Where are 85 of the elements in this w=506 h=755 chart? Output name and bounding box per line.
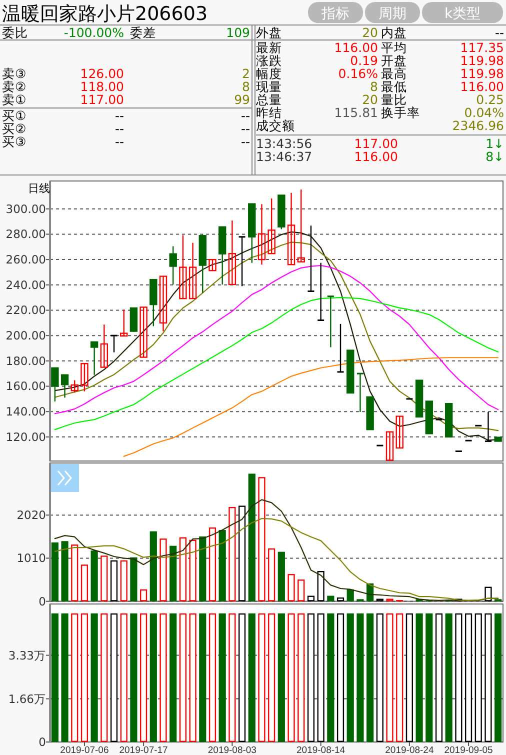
y-tick-label: 240.00 (6, 278, 46, 292)
text: 119.98 (460, 66, 504, 81)
text: 内盘 (381, 25, 407, 40)
text: 8 (370, 79, 378, 94)
text: 2 (242, 66, 250, 81)
text: 买① (2, 108, 26, 123)
text: 117.00 (354, 136, 398, 151)
text: 昨结 (256, 105, 282, 120)
text: 118.00 (80, 79, 124, 94)
text: 开盘 (381, 53, 407, 68)
text: 最高 (381, 66, 407, 81)
text: 0.04% (464, 105, 504, 120)
text: 0.19 (350, 53, 378, 68)
text: 委比 (2, 25, 28, 40)
y-tick-label: 0 (38, 735, 46, 749)
text: 买② (2, 121, 26, 136)
x-tick-label: 2019-08-24 (385, 745, 434, 755)
text: 126.00 (80, 66, 124, 81)
text: -- (240, 121, 250, 136)
text: 总量 (255, 92, 282, 107)
text: 1↓ (486, 136, 504, 151)
text: 99 (234, 92, 250, 107)
text: 换手率 (381, 105, 420, 120)
text: -- (494, 25, 504, 40)
text: 涨跌 (256, 53, 282, 68)
text: 卖③ (2, 66, 26, 81)
text: -- (114, 121, 124, 136)
text: 117.35 (460, 40, 504, 55)
y-tick-label: 1.66万 (8, 692, 46, 706)
text: 最低 (381, 79, 407, 94)
text: 20 (362, 25, 378, 40)
y-tick-label: 120.00 (6, 430, 46, 444)
text: 成交额 (256, 118, 295, 133)
text: 量比 (381, 92, 407, 107)
text: k类型 (444, 6, 481, 22)
text: 现量 (256, 79, 282, 94)
text: 卖② (2, 79, 26, 94)
y-tick-label: 300.00 (6, 202, 46, 216)
text: 卖① (2, 92, 26, 107)
y-tick-label: 2020 (16, 508, 46, 522)
text: 外盘 (256, 25, 282, 40)
text: 委差 (130, 25, 156, 40)
y-tick-label: 220.00 (6, 303, 46, 318)
text: 8 (242, 79, 250, 94)
y-tick-label: 280.00 (6, 227, 46, 242)
text: 115.81 (334, 105, 378, 120)
text: 116.00 (460, 79, 504, 94)
y-tick-label: 180.00 (6, 354, 46, 368)
text: 13:43:56 (256, 136, 312, 151)
chart-title: 日线 (28, 182, 50, 195)
x-tick-label: 2019-08-03 (208, 745, 256, 755)
text: 0.16% (338, 66, 378, 81)
text: -100.00% (64, 25, 124, 40)
text: -- (114, 108, 124, 123)
text: 13:46:37 (256, 149, 312, 164)
text: 116.00 (334, 40, 378, 55)
text: 8↓ (486, 149, 504, 164)
text: 买③ (2, 134, 26, 149)
text: 幅度 (256, 66, 282, 81)
text: 周期 (378, 6, 406, 22)
y-tick-label: 260.00 (6, 252, 46, 267)
y-tick-label: 0 (38, 594, 46, 608)
y-tick-label: 140.00 (6, 404, 46, 419)
x-tick-label: 2019-08-14 (296, 745, 346, 755)
x-tick-label: 2019-07-17 (119, 745, 168, 755)
y-tick-label: 160.00 (6, 379, 46, 394)
text: -- (240, 108, 250, 123)
text: 平均 (381, 40, 407, 55)
text: -- (240, 134, 250, 149)
text: 116.00 (354, 149, 398, 164)
x-tick-label: 2019-09-05 (444, 745, 493, 755)
y-tick-label: 3.33万 (8, 648, 46, 662)
y-tick-label: 1010 (16, 551, 46, 566)
text: 2346.96 (452, 118, 504, 133)
y-tick-label: 200.00 (6, 328, 46, 343)
text: 指标 (320, 6, 350, 22)
x-tick-label: 2019-07-06 (60, 745, 109, 755)
text: 119.98 (460, 53, 504, 68)
text: 109 (226, 25, 250, 40)
text: 最新 (256, 40, 282, 55)
text: 20 (362, 92, 378, 107)
text: 117.00 (80, 92, 124, 107)
text: -- (114, 134, 124, 149)
text: 0.25 (476, 92, 504, 107)
text: 温暖回家路小片206603 (2, 3, 208, 25)
